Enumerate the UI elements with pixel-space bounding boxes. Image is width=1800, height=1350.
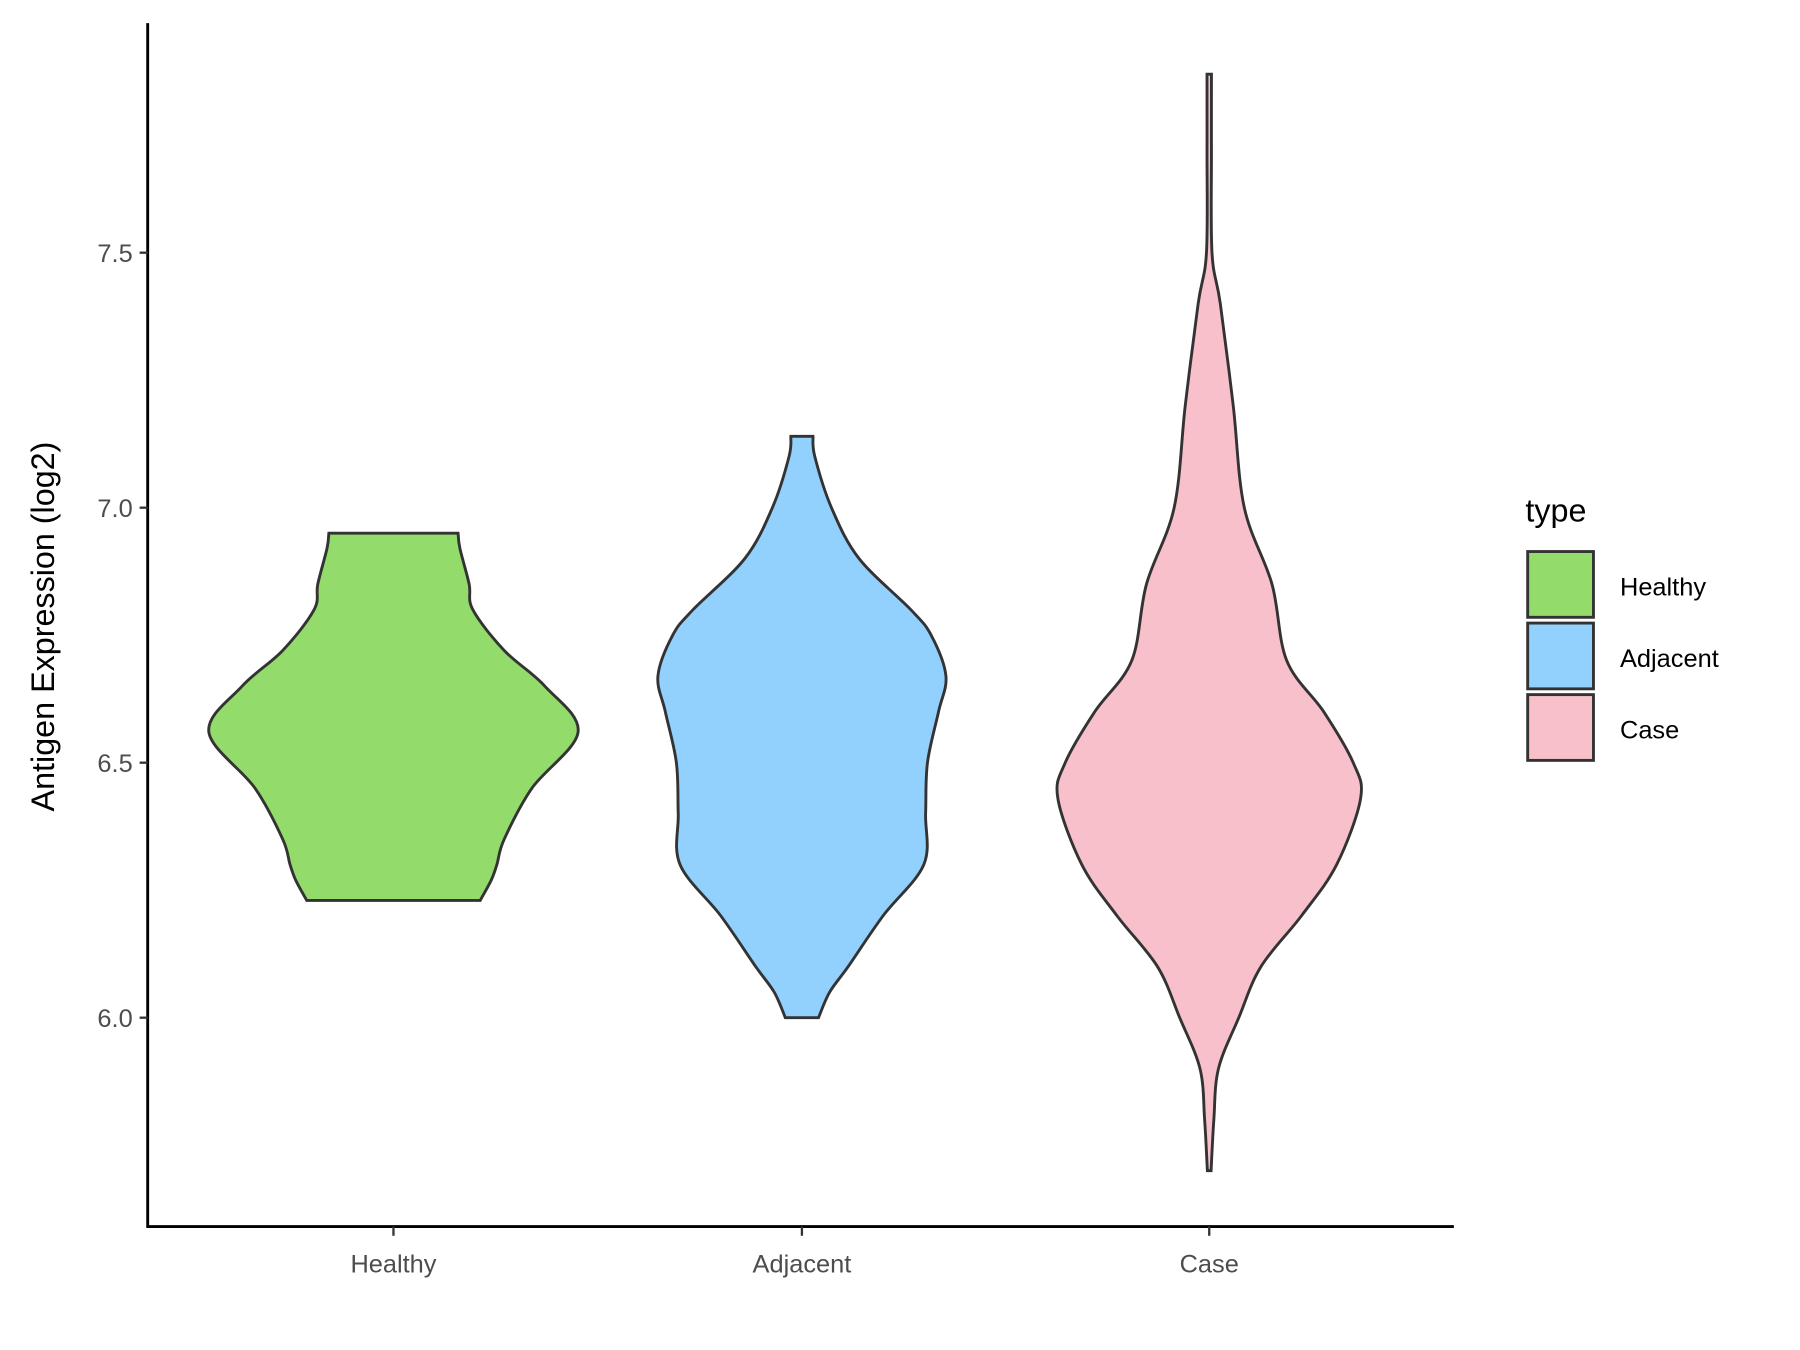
violin-case [1055, 72, 1363, 1173]
y-ticks: 6.0 6.5 7.0 7.5 [97, 240, 148, 1033]
legend: type Healthy Adjacent Case [1525, 493, 1719, 762]
y-tick-label: 7.5 [97, 240, 132, 268]
legend-label: Case [1620, 716, 1679, 744]
x-tick-label: Case [1180, 1251, 1239, 1279]
legend-label: Healthy [1620, 573, 1706, 601]
x-tick-label: Adjacent [753, 1251, 852, 1279]
y-tick-label: 6.0 [97, 1005, 132, 1033]
legend-label: Adjacent [1620, 645, 1719, 673]
legend-swatch-case [1526, 693, 1595, 762]
legend-swatch-adjacent [1526, 621, 1595, 691]
violins [207, 72, 1363, 1173]
violin-healthy [207, 531, 580, 902]
y-axis-label: Antigen Expression (log2) [25, 442, 61, 812]
x-tick-label: Healthy [350, 1251, 436, 1279]
y-tick-label: 7.0 [97, 495, 132, 523]
violin-adjacent [656, 434, 948, 1020]
x-ticks: Healthy Adjacent Case [350, 1226, 1239, 1279]
legend-swatch-healthy [1526, 550, 1595, 619]
y-tick-label: 6.5 [97, 750, 132, 778]
legend-title: type [1525, 493, 1586, 529]
